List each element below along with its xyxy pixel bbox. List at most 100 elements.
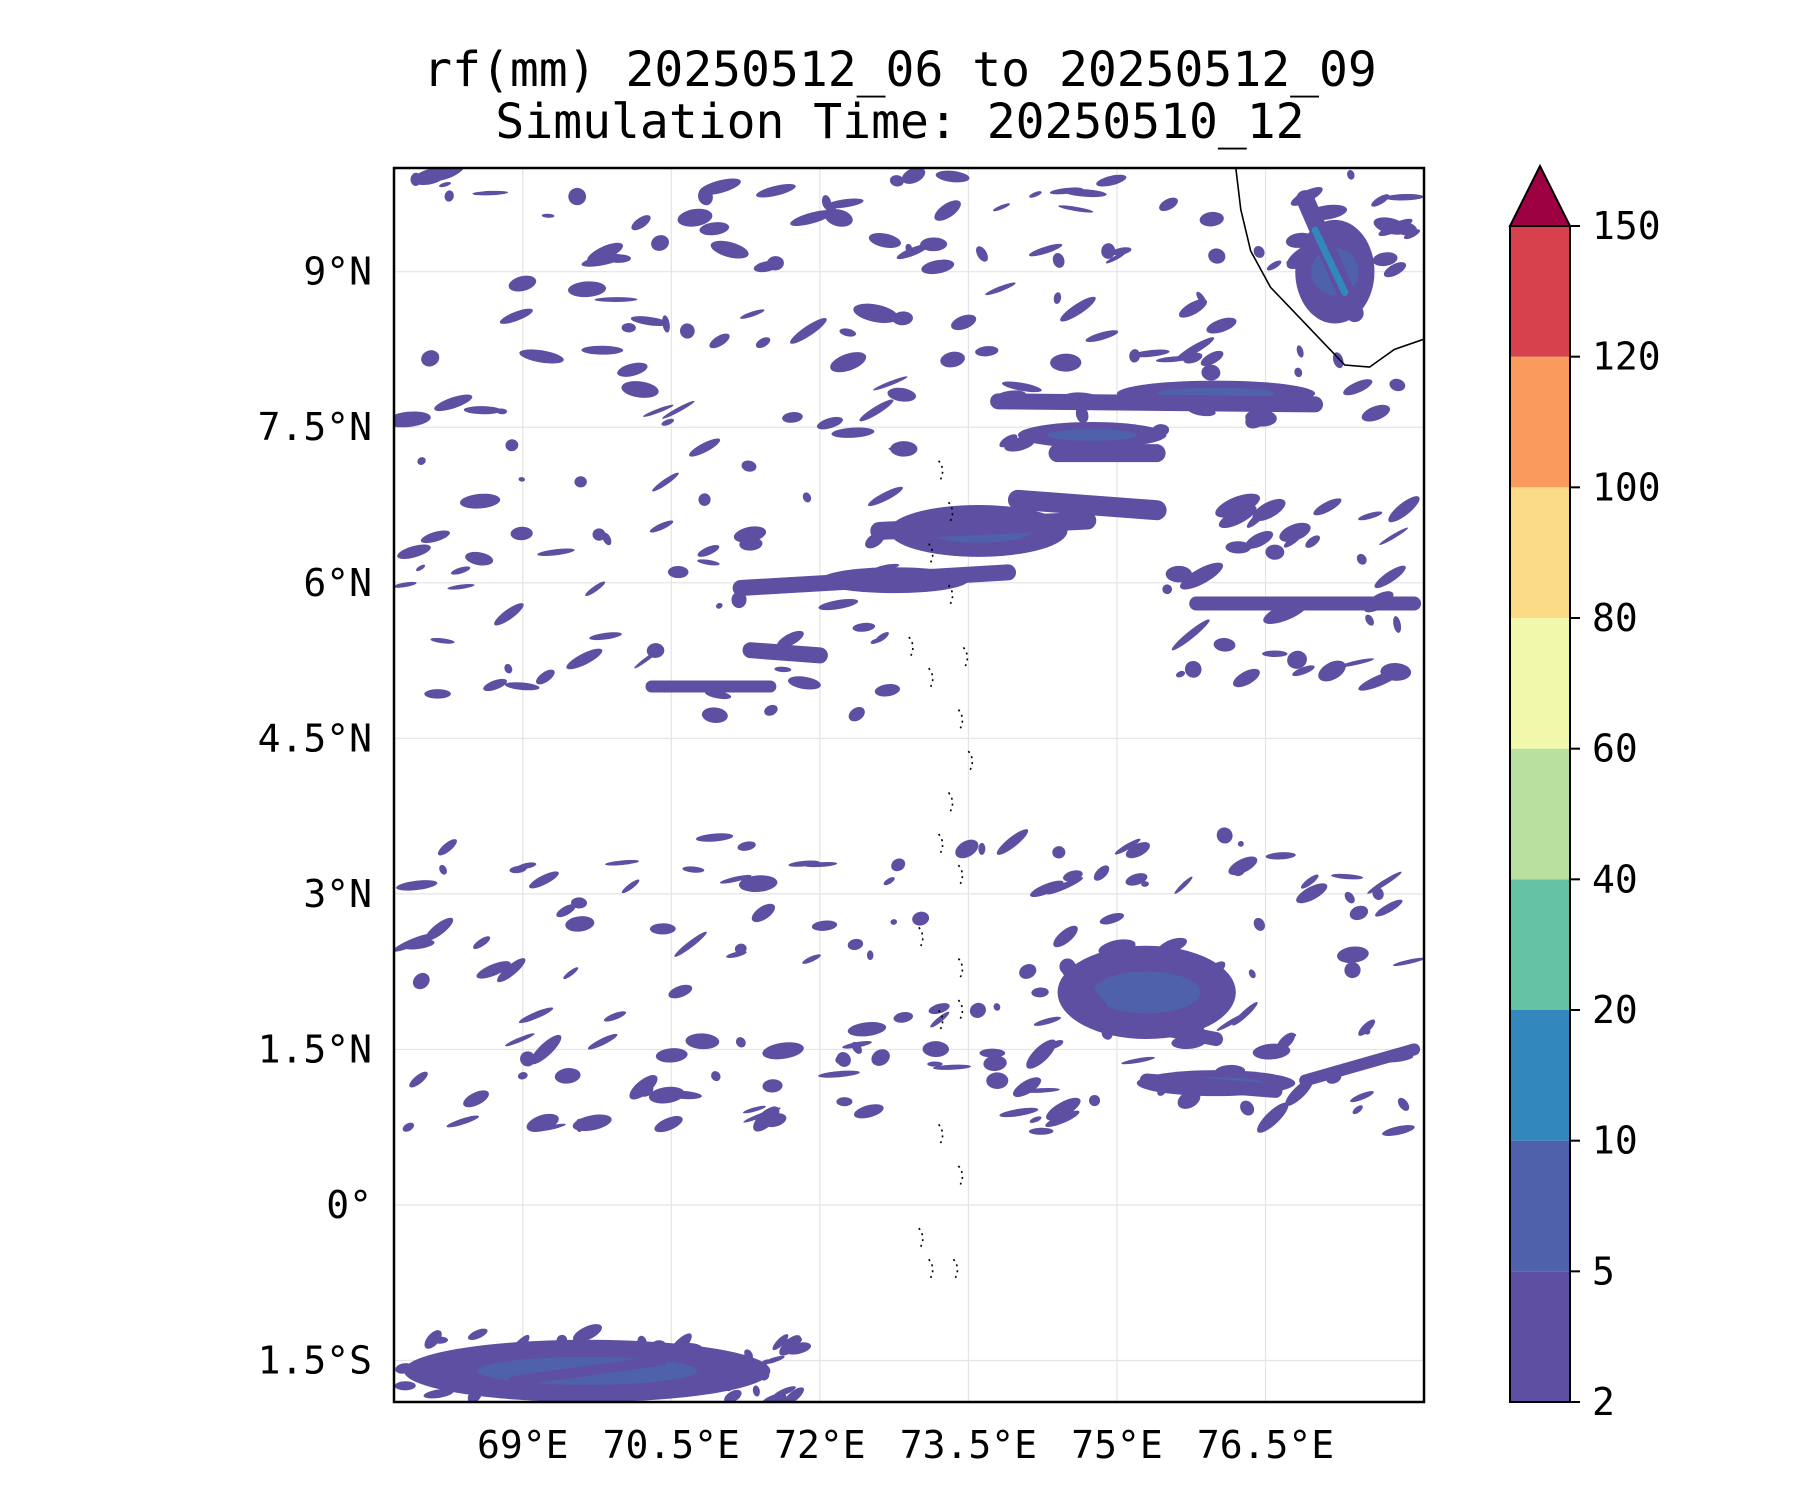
colorbar-extend-arrow: [1508, 163, 1572, 227]
rain-cell: [518, 1007, 554, 1024]
rain-cell: [830, 352, 867, 373]
rain-cell: [688, 438, 721, 457]
rain-cell: [1279, 522, 1311, 542]
rain-cell: [927, 1061, 943, 1067]
rain-cell: [394, 1381, 416, 1391]
rain-cell: [1125, 873, 1148, 886]
maldives-atoll: [908, 636, 914, 660]
rain-cell: [901, 168, 926, 184]
lat-tick-label: 6°N: [303, 561, 372, 605]
rain-cell: [859, 399, 894, 422]
rain-cell: [1343, 379, 1373, 396]
rain-cell: [530, 1034, 562, 1065]
lat-tick-label: 4.5°N: [258, 716, 372, 760]
rain-cell: [1364, 1028, 1371, 1035]
rain-cell: [933, 1064, 971, 1070]
rain-cell: [1200, 350, 1224, 367]
rain-cell: [519, 349, 564, 364]
maldives-atoll: [918, 1227, 924, 1251]
rain-cell: [505, 439, 519, 452]
rain-cell: [517, 1072, 528, 1080]
gridlines: [394, 168, 1424, 1402]
rain-cell: [439, 181, 451, 188]
maldives-atoll: [947, 501, 954, 525]
rain-cell: [424, 689, 451, 699]
colorbar-tick-label: 10: [1592, 1119, 1638, 1163]
rain-cell: [1175, 337, 1215, 361]
rain-cell: [887, 387, 917, 402]
rain-cell: [1389, 378, 1406, 392]
maldives-atoll: [937, 1123, 944, 1147]
rain-cell: [790, 210, 834, 227]
rain-cell: [788, 860, 820, 867]
rain-cell: [825, 198, 864, 209]
rain-cell: [996, 829, 1029, 855]
rain-cell: [1331, 873, 1364, 880]
colorbar-tick-label: 80: [1592, 596, 1638, 640]
rain-cell: [396, 880, 438, 891]
rain-cell: [652, 472, 679, 492]
rain-cell: [986, 1072, 1009, 1089]
rain-cell: [1062, 870, 1083, 882]
lat-tick-label: 1.5°S: [258, 1339, 372, 1383]
rain-cell: [787, 676, 821, 690]
maldives-atoll: [957, 864, 964, 888]
rain-cell: [566, 648, 603, 670]
rain-cell: [928, 1003, 950, 1015]
rain-cell: [978, 842, 986, 855]
rain-cell: [1155, 356, 1192, 363]
colorbar-segment: [1510, 1010, 1570, 1141]
rain-cell: [412, 972, 430, 990]
rain-cell: [1240, 1100, 1255, 1116]
rain-cell: [811, 920, 838, 931]
rain-cell: [955, 839, 979, 859]
rain-cell: [1050, 353, 1082, 372]
lat-tick-label: 1.5°N: [258, 1027, 372, 1071]
rain-cell: [520, 1051, 536, 1067]
rain-cell: [1099, 913, 1125, 925]
rain-cell: [975, 346, 999, 357]
rain-cell: [889, 175, 904, 187]
rain-cell: [1225, 541, 1251, 554]
rain-cell: [719, 874, 752, 884]
rain-cell: [1132, 349, 1170, 358]
rain-cell: [783, 1387, 805, 1402]
rain-cell: [784, 1342, 812, 1355]
rain-cell: [979, 1048, 1006, 1058]
rain-cell: [1141, 881, 1149, 887]
rain-cell: [1121, 1056, 1155, 1065]
rain-cell: [1033, 1016, 1061, 1026]
rain-cell: [752, 1385, 760, 1397]
rain-cell: [679, 323, 695, 339]
rain-cell: [742, 1105, 766, 1114]
rain-cell: [1046, 877, 1084, 895]
rain-cell: [789, 318, 827, 344]
rain-cell: [940, 351, 965, 368]
rain-cell: [1393, 616, 1402, 633]
rain-cell: [667, 566, 689, 579]
rain-band: [1139, 1073, 1283, 1098]
rain-cell: [541, 213, 555, 218]
rain-cell: [1232, 864, 1245, 877]
colorbar-frame: [1509, 225, 1571, 1403]
rain-cell: [472, 190, 509, 196]
colorbar-tick-label: 100: [1592, 465, 1661, 509]
rain-cell: [751, 903, 776, 923]
india-coastline: [1235, 168, 1424, 368]
rain-band: [870, 511, 1097, 540]
rain-cell: [698, 493, 711, 506]
rain-cell: [635, 1082, 654, 1097]
rain-cell: [654, 1116, 683, 1133]
latitude-axis: 9°N 7.5°N 6°N 4.5°N 3°N 1.5°N 0° 1.5°S: [258, 250, 372, 1383]
rain-cell: [1318, 660, 1346, 682]
rain-cell: [617, 362, 648, 377]
rain-cell: [733, 526, 767, 543]
rain-cell: [1313, 498, 1342, 516]
rain-cell: [836, 1097, 853, 1107]
rain-cell: [505, 1033, 535, 1047]
rain-cell: [648, 1086, 685, 1104]
rain-cell: [587, 242, 624, 263]
rain-band: [1311, 226, 1349, 296]
rain-band: [990, 393, 1324, 413]
rain-cell: [581, 345, 624, 355]
